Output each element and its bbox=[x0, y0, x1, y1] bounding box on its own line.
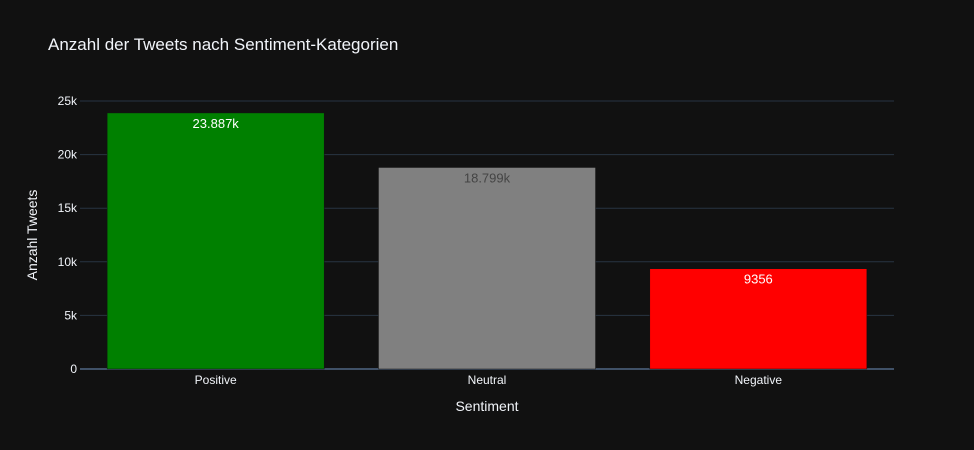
y-tick-label: 0 bbox=[70, 362, 77, 376]
chart-title: Anzahl der Tweets nach Sentiment-Kategor… bbox=[48, 35, 398, 54]
x-tick-label: Neutral bbox=[468, 373, 507, 387]
bar bbox=[649, 268, 868, 370]
x-axis-title: Sentiment bbox=[455, 398, 518, 414]
bar bbox=[106, 112, 325, 370]
bar-value-label: 18.799k bbox=[464, 170, 511, 185]
y-tick-label: 5k bbox=[64, 308, 78, 322]
bar bbox=[378, 167, 596, 370]
bar-layer bbox=[106, 112, 868, 370]
y-tick-label: 15k bbox=[58, 201, 78, 215]
y-tick-label: 10k bbox=[58, 255, 78, 269]
x-tick-label: Positive bbox=[195, 373, 237, 387]
y-tick-label: 25k bbox=[58, 94, 78, 108]
label-layer: 23.887k 18.799k 9356 bbox=[193, 116, 773, 287]
bar-value-label: 23.887k bbox=[193, 116, 240, 131]
y-tick-label: 20k bbox=[58, 148, 78, 162]
tick-layer: 0 5k 10k 15k 20k 25k Positive Neutral Negative bbox=[58, 94, 783, 387]
y-axis-title: Anzahl Tweets bbox=[24, 190, 40, 281]
x-tick-label: Negative bbox=[735, 373, 783, 387]
bar-value-label: 9356 bbox=[744, 272, 773, 287]
